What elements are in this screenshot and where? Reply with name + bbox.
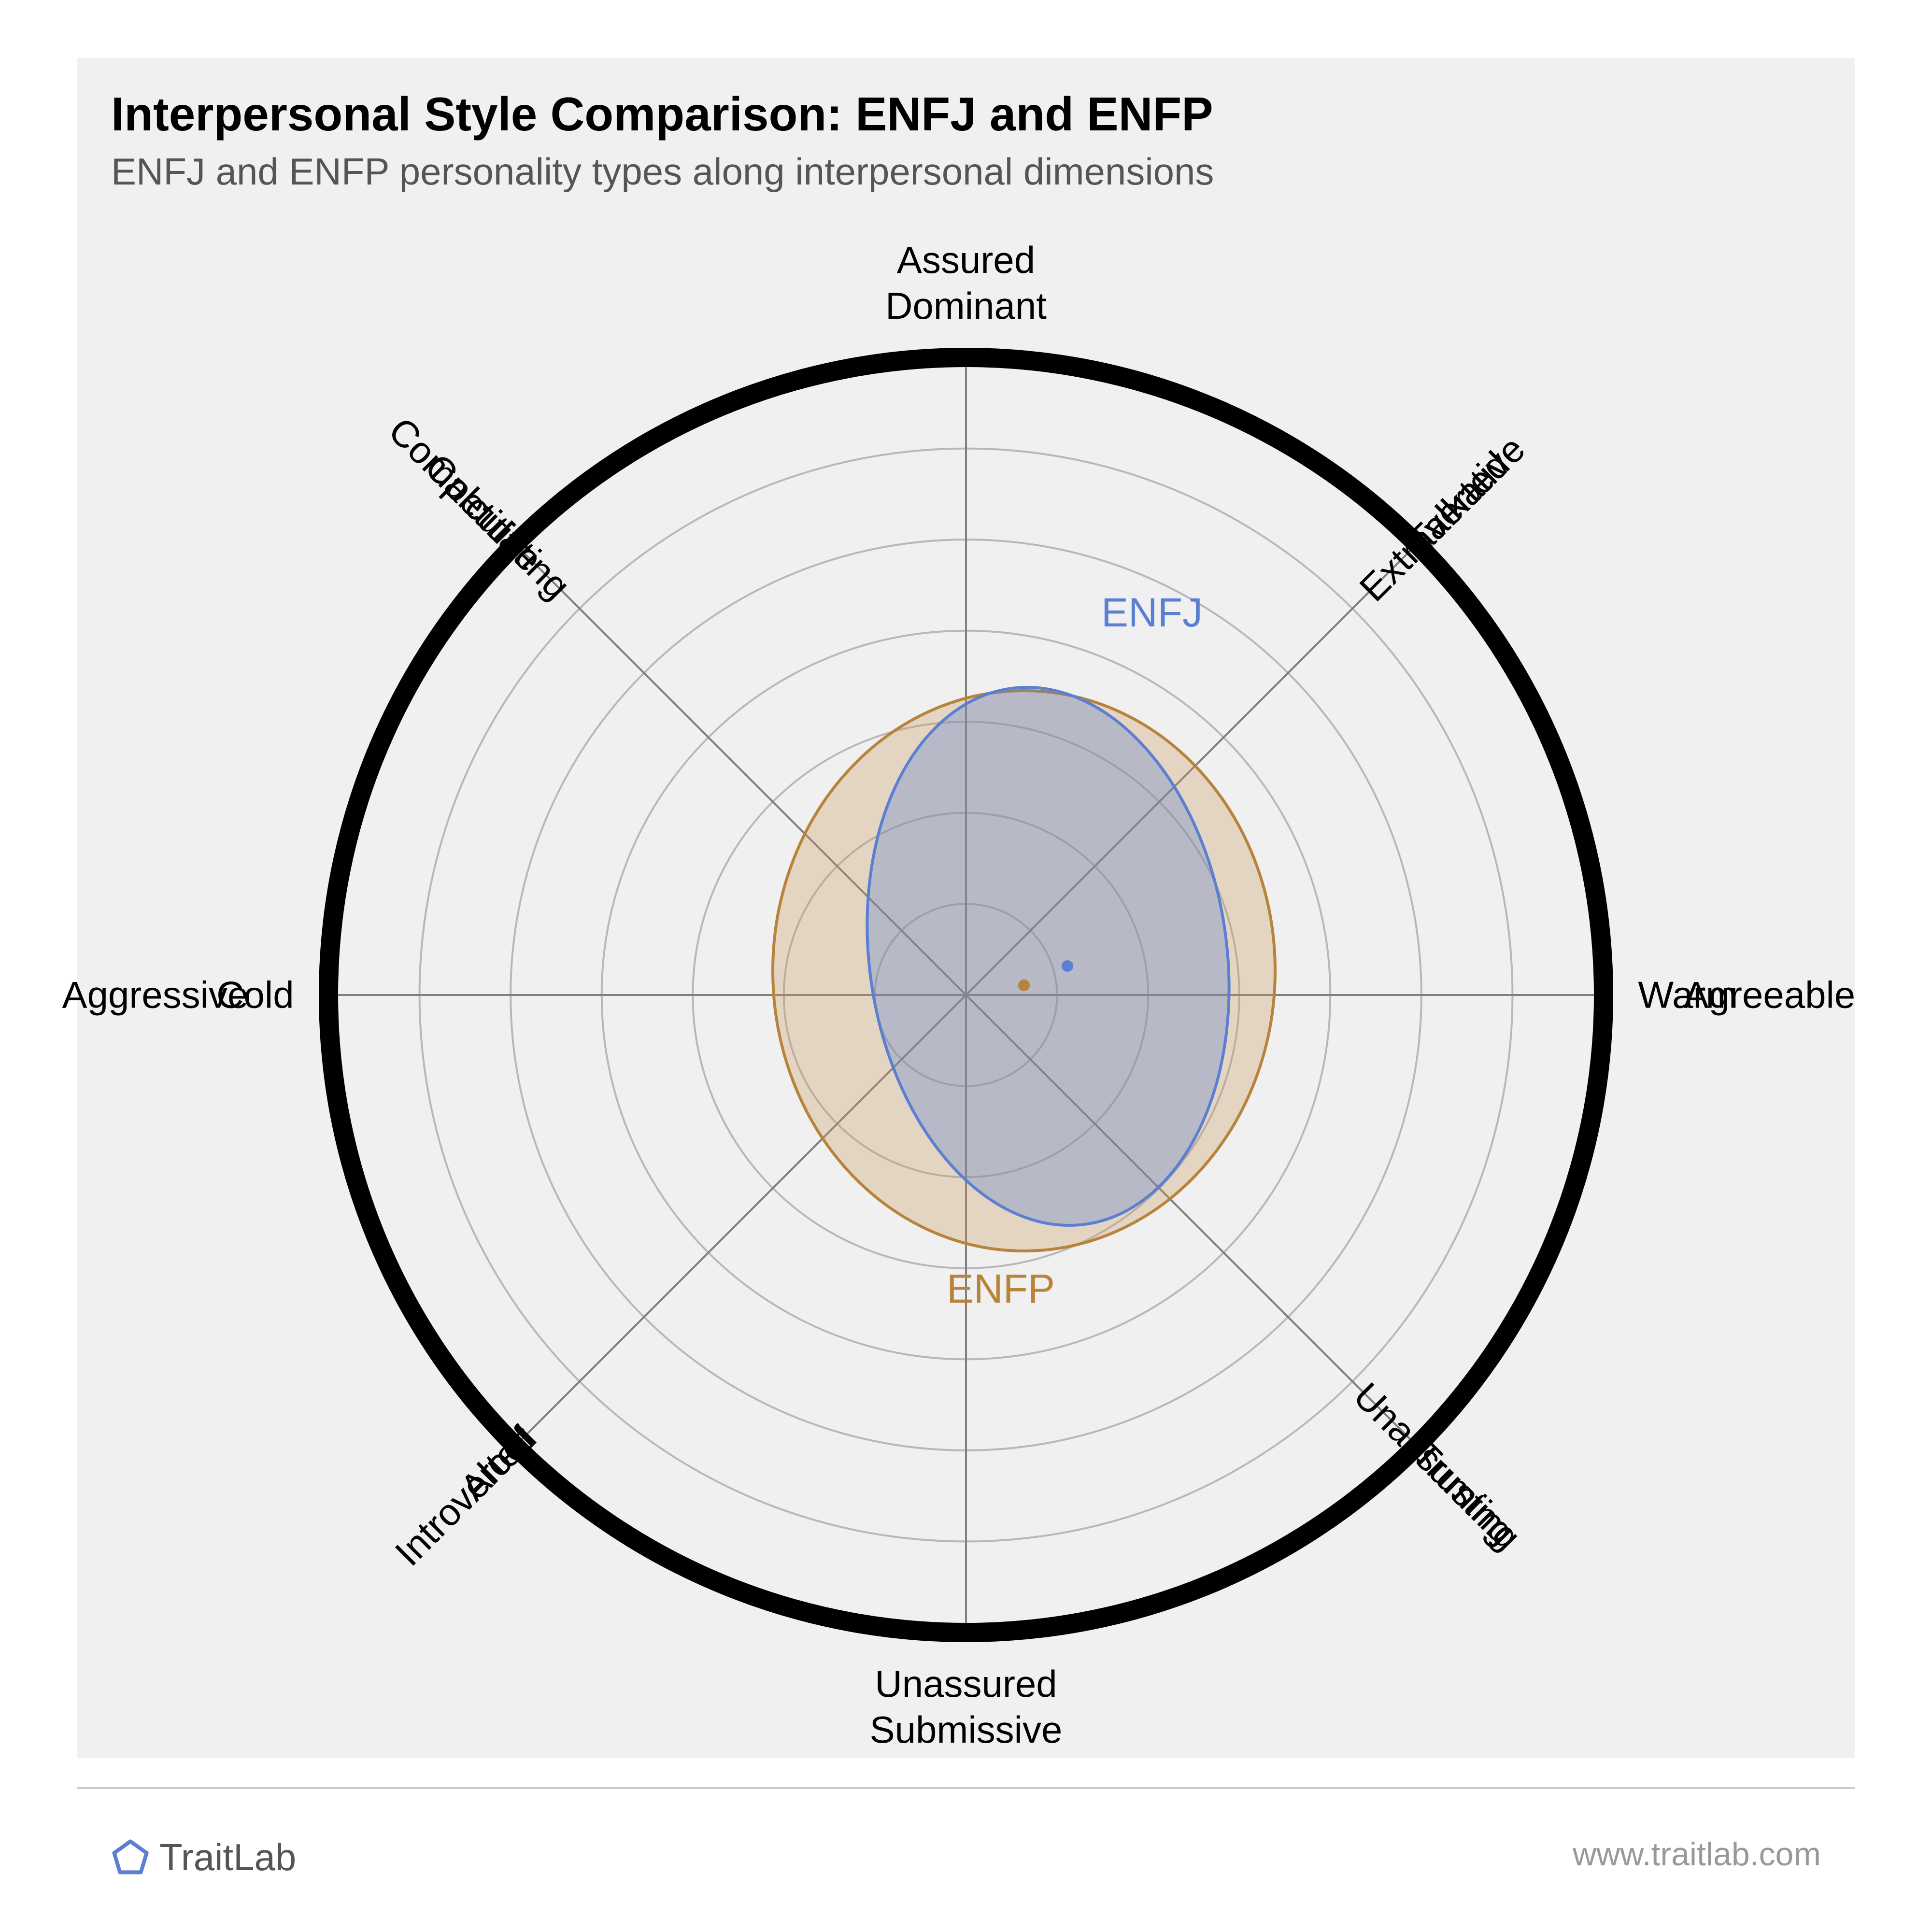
series-label-enfj: ENFJ xyxy=(1101,589,1203,636)
axis-label: Assured xyxy=(897,238,1035,282)
series-group xyxy=(773,664,1275,1251)
series-center-enfp xyxy=(1018,980,1030,991)
axis-label: Agreeable xyxy=(1684,973,1856,1017)
series-center-enfj xyxy=(1062,960,1073,972)
footer-rule xyxy=(77,1787,1855,1789)
axis-label: Dominant xyxy=(885,284,1047,328)
source-url: www.traitlab.com xyxy=(0,1835,1821,1873)
axis-label: Unassured xyxy=(875,1662,1057,1706)
series-label-enfp: ENFP xyxy=(947,1265,1055,1312)
axis-label: Aggressive xyxy=(62,973,249,1017)
axis-label: Submissive xyxy=(870,1708,1063,1752)
figure-canvas: Interpersonal Style Comparison: ENFJ and… xyxy=(0,0,1932,1932)
